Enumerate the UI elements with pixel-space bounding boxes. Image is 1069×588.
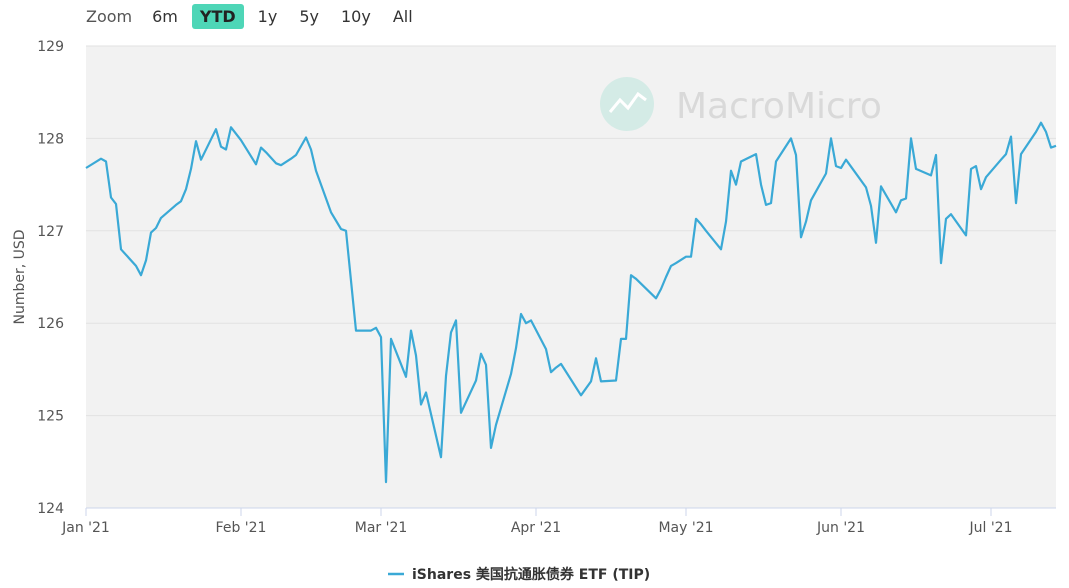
y-tick-label: 124 <box>37 501 64 517</box>
legend-item-label: iShares 美国抗通胀债券 ETF (TIP) <box>412 566 650 583</box>
x-tick-label: Jul '21 <box>968 520 1012 536</box>
x-tick-label: Jun '21 <box>816 520 865 536</box>
zoom-label: Zoom <box>86 6 133 26</box>
y-axis: 124 125 126 127 128 129 <box>37 39 64 517</box>
zoom-bar: Zoom 6m YTD 1y 5y 10y All <box>86 0 421 32</box>
plot-area <box>86 46 1056 508</box>
zoom-ytd-button[interactable]: YTD <box>191 3 244 29</box>
zoom-6m-button[interactable]: 6m <box>152 6 178 26</box>
watermark: MacroMicro <box>600 77 882 131</box>
x-tick-label: Feb '21 <box>216 520 267 536</box>
y-tick-label: 126 <box>37 316 64 332</box>
zoom-all-button[interactable]: All <box>392 6 413 26</box>
legend[interactable]: iShares 美国抗通胀债券 ETF (TIP) <box>388 566 650 583</box>
macromicro-logo-chart-icon <box>608 91 647 113</box>
zoom-1y-button[interactable]: 1y <box>257 6 278 26</box>
series-group <box>85 121 1057 484</box>
series-line <box>85 121 1057 484</box>
x-tick-label: Mar '21 <box>355 520 408 536</box>
x-tick-label: May '21 <box>658 520 713 536</box>
x-tick-label: Jan '21 <box>61 520 110 536</box>
x-tick-label: Apr '21 <box>511 520 561 536</box>
zoom-10y-button[interactable]: 10y <box>340 6 371 26</box>
macromicro-logo-icon <box>600 77 654 131</box>
y-tick-label: 127 <box>37 224 64 240</box>
y-axis-label: Number, USD <box>12 229 28 324</box>
y-tick-label: 128 <box>37 131 64 147</box>
zoom-5y-button[interactable]: 5y <box>299 6 319 26</box>
watermark-text: MacroMicro <box>676 86 882 127</box>
y-tick-label: 125 <box>37 409 64 425</box>
y-tick-label: 129 <box>37 39 64 55</box>
x-axis: Jan '21 Feb '21 Mar '21 Apr '21 May '21 Jun '… <box>61 507 1056 536</box>
